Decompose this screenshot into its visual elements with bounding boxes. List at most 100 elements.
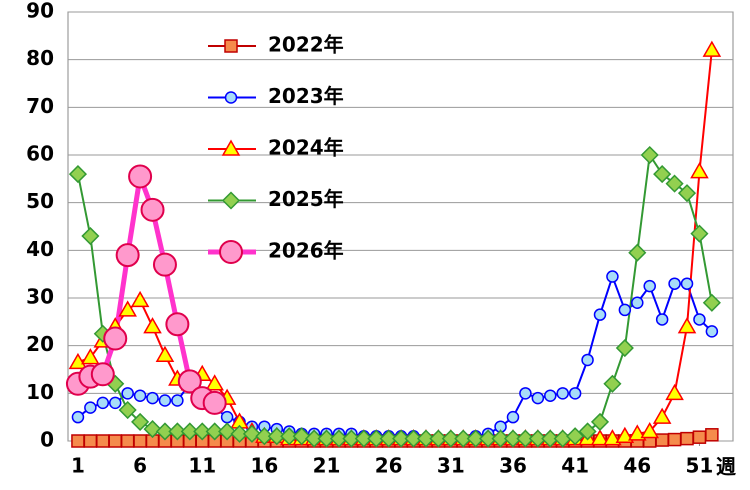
marker	[133, 389, 147, 402]
marker	[96, 396, 110, 410]
marker	[280, 427, 299, 446]
marker	[128, 164, 153, 189]
legend: 2022年 2023年 2024年 2025年 2026年	[208, 33, 344, 264]
marker	[292, 427, 311, 446]
marker	[615, 426, 635, 443]
marker	[342, 429, 361, 448]
marker	[71, 410, 85, 424]
plot-area	[67, 11, 734, 442]
marker	[705, 428, 719, 442]
marker	[627, 424, 647, 441]
x-tick-label: 26	[375, 454, 403, 478]
marker	[479, 429, 498, 448]
y-tick-label: 10	[26, 380, 54, 404]
marker	[354, 429, 373, 448]
marker	[118, 400, 137, 420]
x-tick-label: 11	[188, 454, 216, 478]
x-tick-label: 51	[686, 454, 714, 478]
marker	[108, 434, 122, 448]
marker	[121, 387, 134, 400]
marker	[680, 431, 694, 446]
marker	[165, 312, 190, 337]
marker	[404, 429, 423, 448]
marker	[519, 387, 532, 400]
y-tick-label: 70	[26, 94, 54, 118]
marker	[640, 145, 659, 165]
marker	[90, 362, 115, 387]
y-tick-label: 40	[26, 237, 54, 261]
x-tick-label: 46	[623, 454, 651, 478]
marker	[692, 430, 707, 444]
marker	[68, 352, 88, 370]
marker	[177, 369, 202, 394]
marker	[255, 427, 274, 446]
marker	[143, 420, 162, 439]
marker	[578, 422, 597, 441]
marker	[205, 422, 224, 441]
marker	[242, 424, 262, 443]
marker	[81, 226, 100, 246]
marker	[628, 243, 647, 262]
marker	[118, 300, 137, 317]
legend-label: 2025年	[268, 187, 344, 211]
y-tick-label: 60	[26, 142, 54, 166]
marker	[83, 434, 98, 448]
marker	[379, 429, 398, 448]
marker	[305, 429, 324, 448]
marker	[702, 40, 722, 57]
marker	[568, 387, 582, 400]
marker	[392, 429, 411, 448]
marker	[665, 383, 684, 401]
x-axis-label: 週	[716, 455, 736, 479]
marker	[556, 387, 569, 400]
marker	[655, 433, 669, 447]
marker	[155, 422, 175, 441]
legend-label: 2022年	[268, 33, 344, 57]
marker	[84, 401, 97, 414]
marker	[528, 429, 547, 448]
marker	[677, 317, 697, 334]
marker	[152, 252, 177, 277]
marker	[133, 434, 147, 448]
legend-marker	[224, 91, 238, 104]
marker	[367, 429, 386, 448]
marker	[491, 429, 510, 448]
marker	[108, 396, 122, 410]
marker	[230, 424, 249, 443]
marker	[693, 313, 706, 326]
marker	[466, 429, 485, 448]
marker	[317, 429, 336, 448]
x-tick-label: 36	[499, 454, 527, 478]
marker	[544, 389, 557, 402]
y-tick-label: 80	[26, 46, 54, 70]
marker	[193, 422, 212, 441]
marker	[506, 410, 520, 424]
marker	[531, 391, 545, 405]
x-tick-label: 41	[561, 454, 589, 478]
marker	[103, 326, 128, 351]
marker	[143, 317, 162, 334]
marker	[566, 427, 585, 446]
marker	[606, 270, 619, 283]
marker	[593, 308, 607, 321]
marker	[218, 422, 237, 441]
x-tick-label: 1	[71, 454, 85, 478]
marker	[168, 422, 187, 441]
marker	[668, 277, 681, 290]
marker	[640, 421, 660, 439]
x-tick-label: 16	[250, 454, 278, 478]
y-tick-label: 20	[26, 332, 54, 356]
marker	[120, 434, 135, 448]
marker	[581, 353, 594, 367]
marker	[590, 429, 610, 446]
legend-marker	[221, 191, 241, 210]
marker	[96, 434, 110, 448]
x-tick-label: 31	[437, 454, 465, 478]
marker	[690, 224, 709, 243]
legend-label: 2023年	[268, 84, 344, 108]
marker	[653, 165, 672, 184]
marker	[631, 296, 644, 310]
marker	[516, 429, 535, 448]
